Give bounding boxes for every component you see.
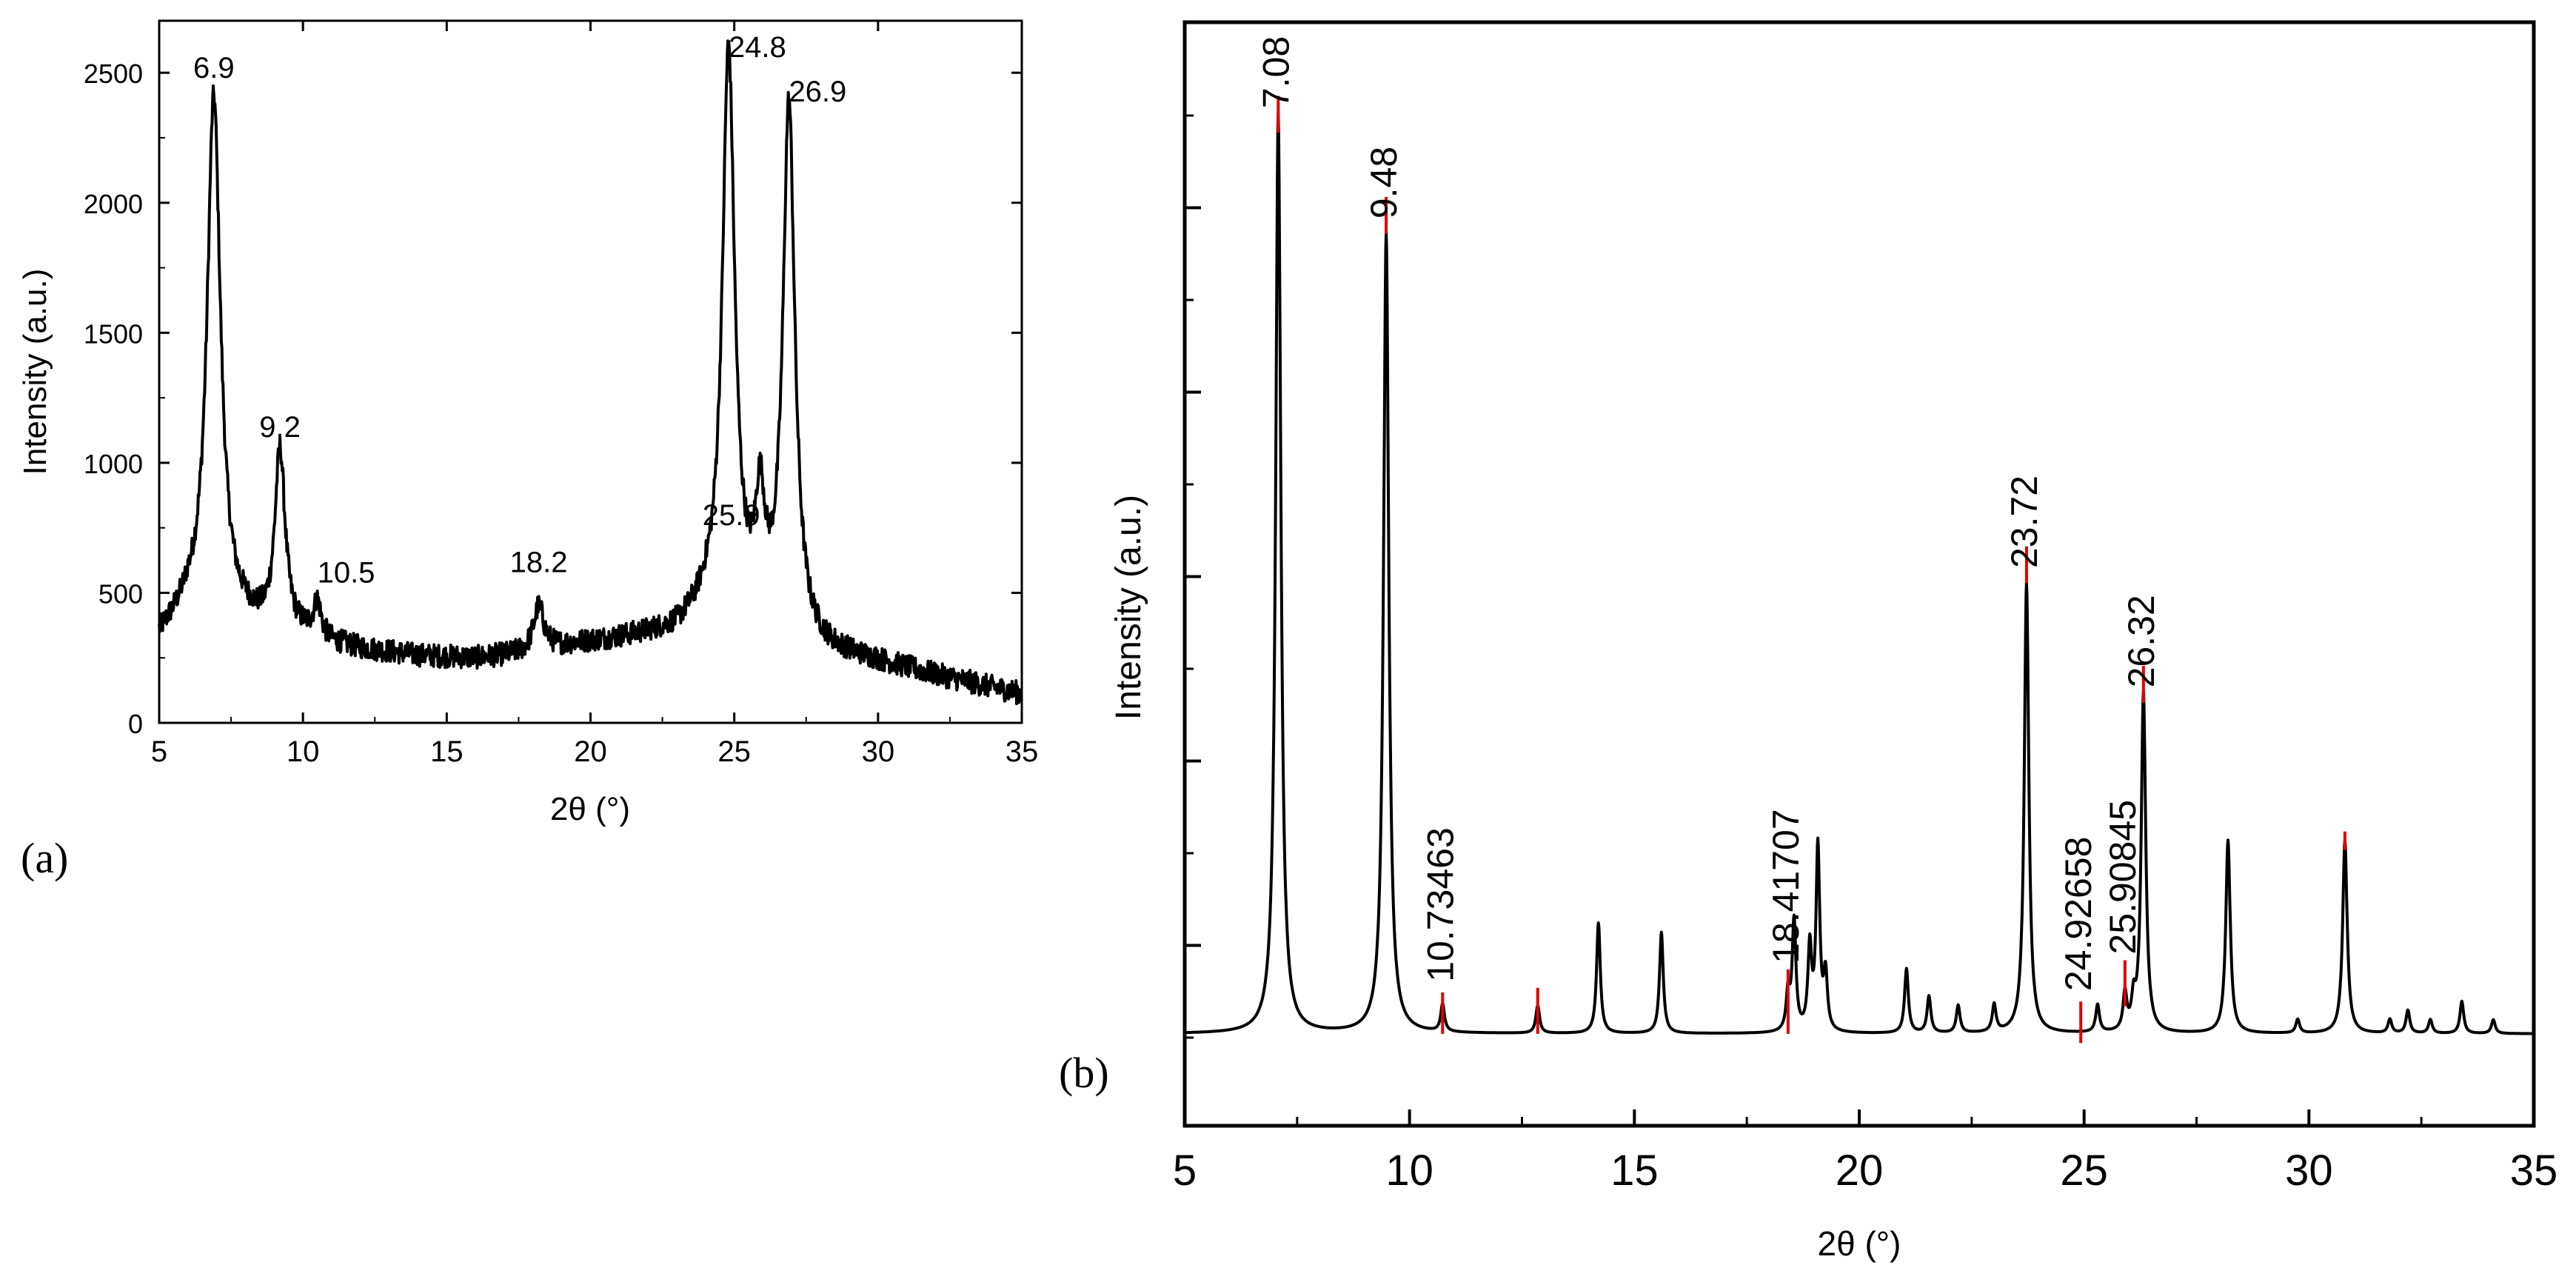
- chart-a-y-tick-label: 2500: [84, 59, 143, 89]
- chart-a-ticks: [158, 21, 1023, 724]
- chart-b-x-tick-label: 35: [2510, 1147, 2558, 1195]
- chart-a-y-tick-label: 2000: [84, 189, 143, 219]
- chart-a-x-axis-label: 2θ (°): [550, 791, 630, 827]
- chart-a-peak-label: 10.5: [318, 556, 375, 589]
- chart-a-plot-frame: [158, 19, 1023, 724]
- chart-a-series-line: [158, 39, 1023, 706]
- chart-a-peak-label: 18.2: [510, 546, 568, 578]
- chart-a-x-tick-label: 30: [862, 735, 895, 768]
- chart-b-peak-label: 10.73463: [1419, 827, 1461, 982]
- chart-b-peak-label: 26.32: [2121, 595, 2162, 687]
- chart-a-peak-label: 26.9: [789, 76, 846, 108]
- chart-a-annotations: 6.9 9.2 10.5 18.2 25.9 24.826.9: [193, 31, 846, 589]
- chart-b: 5 10 15 20 25 30 35 7.08 9.48 10.73463 18.41707 23…: [1059, 20, 2557, 1263]
- chart-a-peak-label: 9.2: [259, 411, 301, 444]
- chart-a-x-tick-label: 20: [574, 735, 607, 768]
- chart-a-x-tick-label: 35: [1006, 735, 1039, 768]
- chart-b-x-tick-label: 15: [1610, 1147, 1659, 1195]
- chart-a-x-tick-label: 15: [430, 735, 464, 768]
- chart-b-peak-label: 18.41707: [1765, 809, 1807, 964]
- chart-a-y-axis-label: Intensity (a.u.): [17, 269, 53, 475]
- chart-a-x-tick-label: 5: [151, 735, 167, 768]
- chart-b-x-tick-label: 30: [2285, 1147, 2333, 1195]
- chart-a-peak-label: 24.8: [729, 31, 786, 64]
- chart-b-x-tick-label: 10: [1385, 1147, 1433, 1195]
- chart-b-tick-labels: 5 10 15 20 25 30 35: [1173, 1147, 2557, 1195]
- chart-a-peak-label: 25.9: [703, 499, 760, 532]
- chart-b-annotations: 7.08 9.48 10.73463 18.41707 23.72 24.92658 25.…: [1255, 36, 2162, 991]
- chart-b-peak-label: 24.92658: [2058, 837, 2099, 992]
- chart-b-peak-label: 25.90845: [2102, 800, 2144, 955]
- chart-a-tick-labels: 5 10 15 20 25 30 35 0 500 1000 1500 2000 2500: [84, 59, 1038, 768]
- chart-a-peak-label: 6.9: [193, 52, 235, 84]
- chart-b-peak-label: 23.72: [2004, 475, 2045, 568]
- chart-b-x-tick-label: 5: [1173, 1147, 1197, 1195]
- chart-a-y-tick-label: 500: [98, 578, 143, 609]
- chart-a-x-tick-label: 25: [717, 735, 751, 768]
- chart-b-plot-frame: [1182, 20, 2536, 1128]
- chart-a-y-tick-label: 1500: [84, 318, 143, 349]
- chart-b-x-axis-label: 2θ (°): [1818, 1224, 1901, 1263]
- panel-label-a: (a): [21, 834, 68, 882]
- chart-a: 5 10 15 20 25 30 35 0 500 1000 1500 2000 2500 6.9 9.2…: [17, 19, 1038, 882]
- chart-b-peak-label: 9.48: [1363, 147, 1405, 218]
- chart-a-x-tick-label: 10: [287, 735, 320, 768]
- chart-a-y-tick-label: 1000: [84, 449, 143, 479]
- chart-b-peak-markers: [1277, 96, 2346, 1044]
- chart-b-x-tick-label: 25: [2060, 1147, 2108, 1195]
- chart-a-y-tick-label: 0: [128, 709, 143, 739]
- chart-b-peak-label: 7.08: [1255, 36, 1297, 108]
- chart-b-series-line: [1183, 112, 2535, 1035]
- chart-b-y-axis-label: Intensity (a.u.): [1109, 495, 1148, 720]
- panel-label-b: (b): [1059, 1049, 1109, 1097]
- chart-b-x-tick-label: 20: [1836, 1147, 1884, 1195]
